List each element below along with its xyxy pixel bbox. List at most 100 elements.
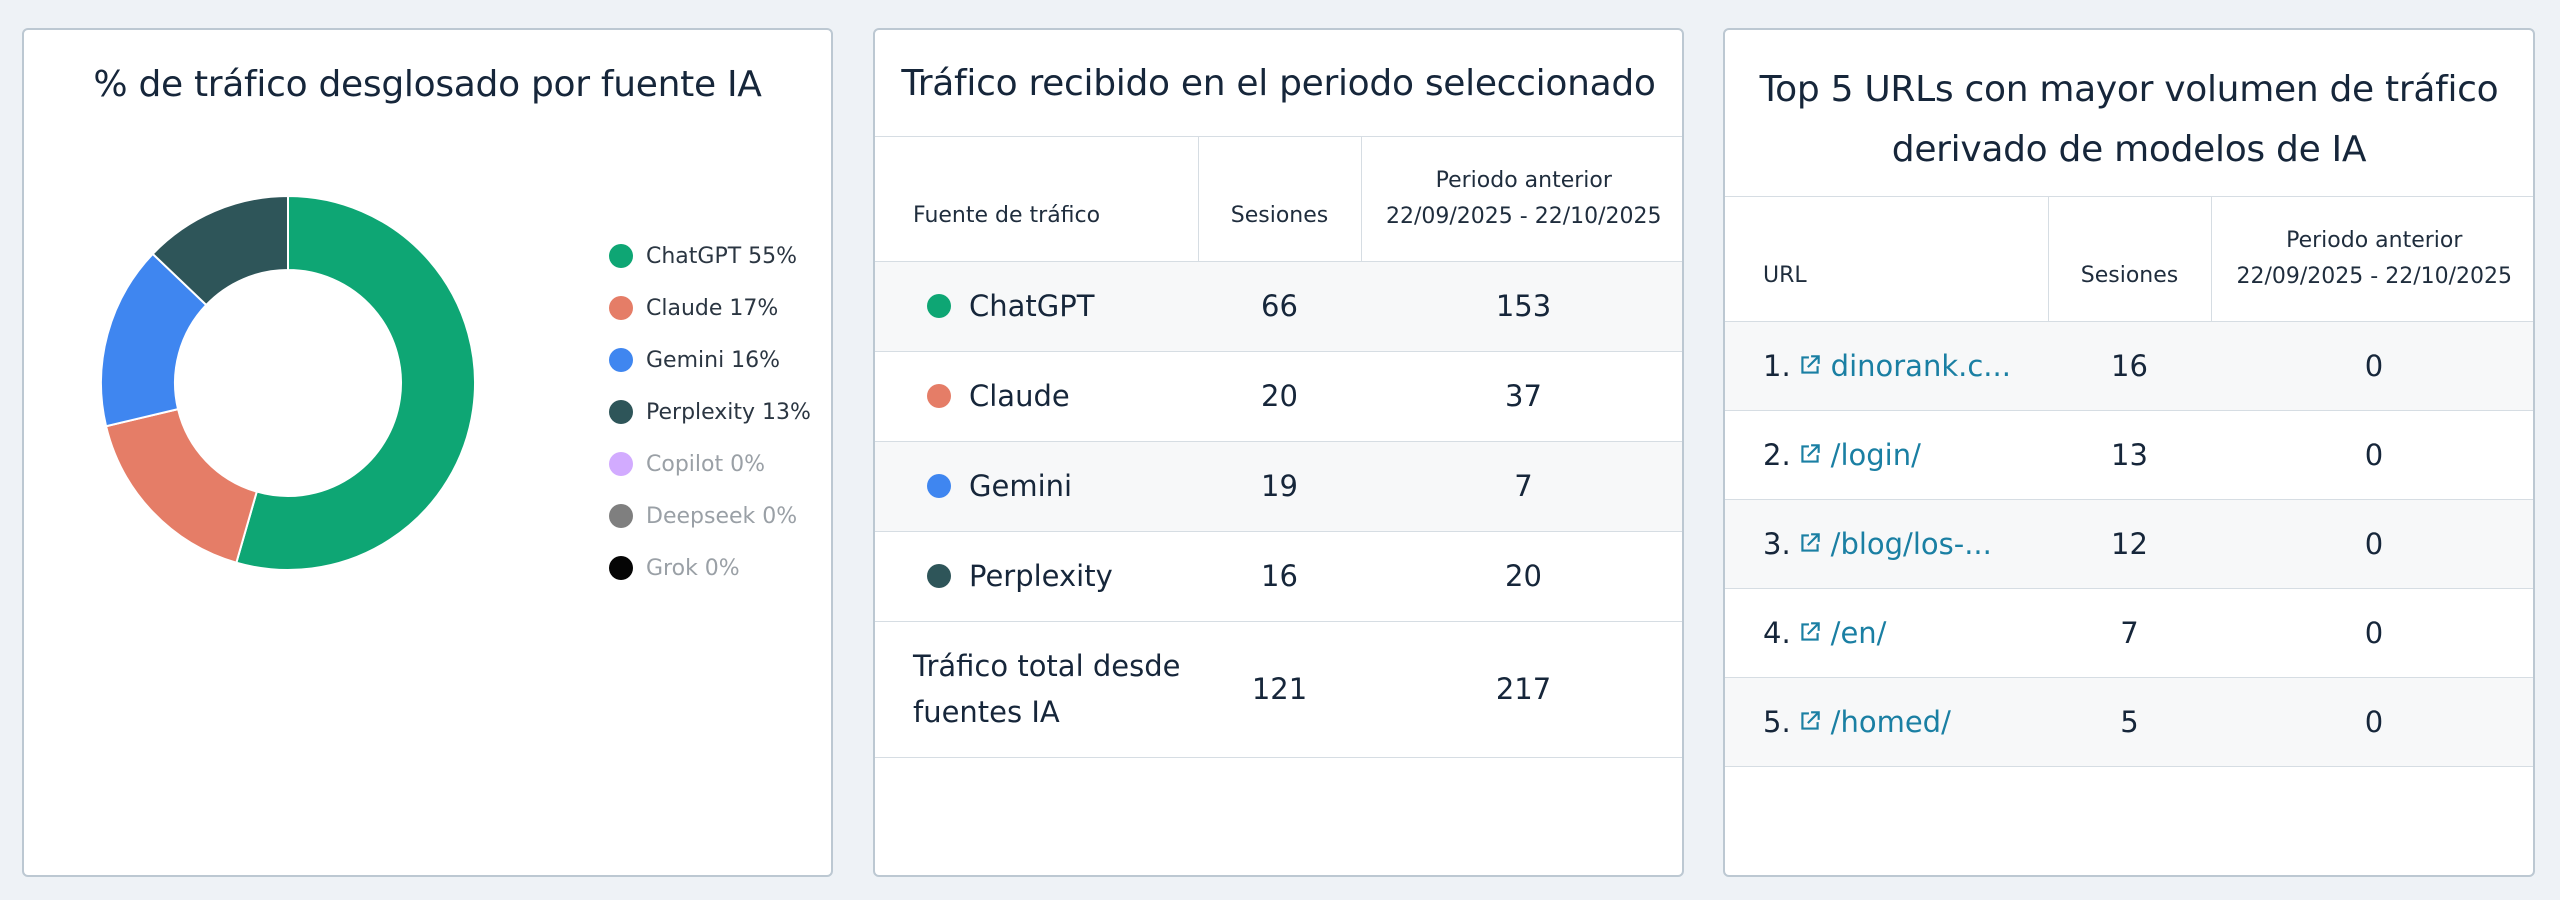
external-link-icon[interactable] [1797,352,1823,378]
url-row: 4. /en/7 0 [1725,588,2533,678]
traffic-row-gemini: Gemini 19 7 [875,441,1682,532]
source-cell: Claude [875,351,1198,442]
external-link-icon[interactable] [1797,619,1823,645]
traffic-period-title: Tráfico recibido en el periodo seleccion… [875,30,1682,137]
external-link-icon[interactable] [1797,441,1823,467]
source-color-dot [927,384,951,408]
previous-period-cell: 0 [2211,588,2533,678]
sessions-cell: 66 [1198,261,1361,352]
total-previous: 217 [1361,621,1682,758]
legend-label: Gemini 16% [646,347,781,373]
traffic-share-donut-chart [100,194,476,571]
sessions-cell: 16 [2048,321,2211,411]
legend-label: Grok 0% [646,555,740,581]
external-link-icon[interactable] [1797,708,1823,734]
url-cell: 4. /en/ [1725,588,2048,678]
total-sessions: 121 [1198,621,1361,758]
url-cell: 3. /blog/los-... [1725,499,2048,589]
legend-item-copilot[interactable]: Copilot 0% [609,438,811,490]
source-cell: ChatGPT [875,261,1198,352]
previous-period-cell: 20 [1361,531,1682,622]
traffic-table: Fuente de tráfico Sesiones Periodo anter… [875,137,1682,758]
source-color-dot [927,474,951,498]
url-cell: 1. dinorank.c... [1725,321,2048,411]
source-cell: Gemini [875,441,1198,532]
previous-period-cell: 0 [2211,499,2533,589]
sessions-cell: 19 [1198,441,1361,532]
total-label: Tráfico total desde fuentes IA [875,621,1198,758]
column-header-source: Fuente de tráfico [875,137,1199,262]
url-rank: 5. [1763,704,1791,739]
url-rank: 1. [1763,348,1791,383]
traffic-share-card: % de tráfico desglosado por fuente IA Ch… [22,28,833,877]
traffic-row-chatgpt: ChatGPT 66 153 [875,261,1682,352]
legend-label: Perplexity 13% [646,399,811,425]
legend-item-grok[interactable]: Grok 0% [609,542,811,594]
legend-label: Deepseek 0% [646,503,798,529]
legend-item-deepseek[interactable]: Deepseek 0% [609,490,811,542]
url-link[interactable]: /login/ [1830,437,1921,472]
previous-period-cell: 153 [1361,261,1682,352]
legend-swatch [609,556,633,580]
legend-item-claude[interactable]: Claude 17% [609,282,811,334]
top-urls-table-header: URL Sesiones Periodo anterior 22/09/2025… [1725,197,2533,322]
donut-slice-perplexity[interactable] [151,194,289,307]
url-row: 1. dinorank.c... 16 0 [1725,321,2533,411]
column-header-sessions: Sesiones [2048,197,2212,322]
previous-period-cell: 37 [1361,351,1682,442]
traffic-total-row: Tráfico total desde fuentes IA 121 217 [875,621,1682,758]
legend-item-gemini[interactable]: Gemini 16% [609,334,811,386]
url-row: 3. /blog/los-... 12 0 [1725,499,2533,589]
url-row: 5. /homed/5 0 [1725,677,2533,767]
previous-period-label: Periodo anterior [2286,227,2463,253]
source-name: ChatGPT [969,289,1095,323]
previous-period-range: 22/09/2025 - 22/10/2025 [1385,203,1662,229]
chart-legend: ChatGPT 55% Claude 17% Gemini 16% Perplexit… [609,230,811,594]
previous-period-label: Periodo anterior [1435,167,1612,193]
source-name: Perplexity [969,559,1113,593]
previous-period-cell: 7 [1361,441,1682,532]
sessions-cell: 12 [2048,499,2211,589]
top-urls-card: Top 5 URLs con mayor volumen de tráfico … [1723,28,2535,877]
legend-swatch [609,452,633,476]
donut-slice-claude[interactable] [104,407,259,564]
external-link-icon[interactable] [1797,530,1823,556]
top-urls-title: Top 5 URLs con mayor volumen de tráfico … [1725,30,2533,197]
sessions-cell: 7 [2048,588,2211,678]
url-rank: 3. [1763,526,1791,561]
source-color-dot [927,564,951,588]
url-rank: 4. [1763,615,1791,650]
url-cell: 5. /homed/ [1725,677,2048,767]
previous-period-cell: 0 [2211,321,2533,411]
legend-label: Copilot 0% [646,451,765,477]
sessions-cell: 20 [1198,351,1361,442]
column-header-previous-period: Periodo anterior 22/09/2025 - 22/10/2025 [2211,197,2533,322]
legend-swatch [609,400,633,424]
traffic-table-header: Fuente de tráfico Sesiones Periodo anter… [875,137,1682,262]
source-name: Claude [969,379,1070,413]
donut-slice-chatgpt[interactable] [235,194,476,571]
traffic-row-perplexity: Perplexity 16 20 [875,531,1682,622]
traffic-share-title: % de tráfico desglosado por fuente IA [93,64,762,105]
traffic-row-claude: Claude 20 37 [875,351,1682,442]
url-link[interactable]: /en/ [1830,615,1887,650]
legend-swatch [609,348,633,372]
legend-swatch [609,244,633,268]
legend-item-perplexity[interactable]: Perplexity 13% [609,386,811,438]
source-color-dot [927,294,951,318]
url-link[interactable]: /blog/los-... [1830,526,1992,561]
legend-item-chatgpt[interactable]: ChatGPT 55% [609,230,811,282]
legend-label: ChatGPT 55% [646,243,798,269]
source-cell: Perplexity [875,531,1198,622]
url-rank: 2. [1763,437,1791,472]
sessions-cell: 5 [2048,677,2211,767]
source-name: Gemini [969,469,1073,503]
legend-swatch [609,504,633,528]
url-link[interactable]: /homed/ [1830,704,1951,739]
url-link[interactable]: dinorank.c... [1830,348,2011,383]
column-header-sessions: Sesiones [1198,137,1362,262]
legend-swatch [609,296,633,320]
url-cell: 2. /login/ [1725,410,2048,500]
traffic-period-card: Tráfico recibido en el periodo seleccion… [873,28,1684,877]
previous-period-range: 22/09/2025 - 22/10/2025 [2236,263,2513,289]
